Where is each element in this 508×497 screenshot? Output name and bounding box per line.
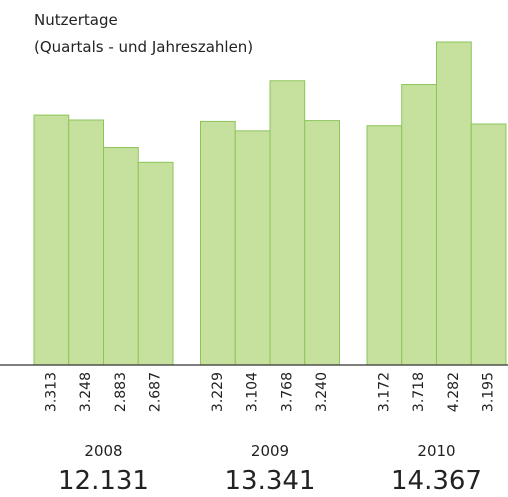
bar: [436, 41, 472, 366]
bar: [103, 147, 139, 366]
bar: [366, 125, 403, 366]
bar: [68, 119, 104, 366]
value-label: 2.687: [148, 372, 164, 412]
value-label: 3.104: [245, 372, 261, 412]
year-label: 2008: [84, 442, 122, 460]
bar: [234, 130, 271, 366]
value-label: 3.195: [481, 372, 497, 412]
bar: [33, 114, 70, 366]
year-total: 12.131: [58, 466, 149, 496]
value-label: 3.229: [210, 372, 226, 412]
value-label: 3.718: [411, 372, 427, 412]
chart-subtitle: (Quartals - und Jahreszahlen): [34, 38, 253, 56]
year-total: 13.341: [225, 466, 316, 496]
value-label: 3.313: [43, 372, 59, 412]
bar: [269, 80, 306, 366]
year-total: 14.367: [391, 466, 482, 496]
bar: [401, 84, 437, 366]
bar: [200, 120, 236, 366]
value-label: 3.768: [279, 372, 295, 412]
value-label: 2.883: [113, 372, 129, 412]
value-label: 4.282: [446, 372, 462, 412]
value-label: 3.240: [314, 372, 330, 412]
bar: [137, 161, 174, 366]
year-label: 2009: [251, 442, 289, 460]
bar: [470, 123, 507, 366]
value-label: 3.172: [376, 372, 392, 412]
chart-title: Nutzertage: [34, 11, 118, 29]
bar: [304, 120, 340, 366]
value-label: 3.248: [78, 372, 94, 412]
year-label: 2010: [417, 442, 455, 460]
